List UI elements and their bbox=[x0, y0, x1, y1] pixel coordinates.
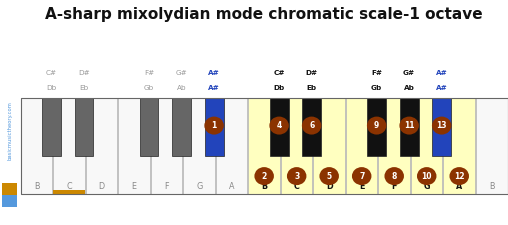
Text: 7: 7 bbox=[359, 172, 364, 181]
Text: Eb: Eb bbox=[79, 85, 89, 91]
Circle shape bbox=[432, 117, 452, 135]
Bar bbox=[53, 190, 85, 194]
Bar bbox=[476, 97, 507, 194]
Bar bbox=[411, 97, 442, 194]
Text: 12: 12 bbox=[454, 172, 464, 181]
Text: D#: D# bbox=[78, 70, 90, 76]
Text: G: G bbox=[196, 182, 202, 191]
Text: Ab: Ab bbox=[177, 85, 186, 91]
Bar bbox=[205, 97, 224, 156]
Bar bbox=[3, 195, 17, 207]
Text: B: B bbox=[489, 182, 494, 191]
Text: G#: G# bbox=[403, 70, 415, 76]
Text: C#: C# bbox=[273, 70, 285, 76]
Circle shape bbox=[287, 167, 306, 185]
Text: Eb: Eb bbox=[306, 85, 316, 91]
Text: 8: 8 bbox=[392, 172, 397, 181]
Circle shape bbox=[399, 117, 419, 135]
Text: 1: 1 bbox=[211, 121, 217, 130]
Bar bbox=[140, 97, 158, 156]
Text: 4: 4 bbox=[276, 121, 282, 130]
Text: A: A bbox=[229, 182, 234, 191]
Circle shape bbox=[269, 117, 289, 135]
Text: 11: 11 bbox=[404, 121, 415, 130]
Text: 2: 2 bbox=[262, 172, 267, 181]
Bar bbox=[367, 97, 386, 156]
Text: Db: Db bbox=[273, 85, 285, 91]
Bar bbox=[400, 97, 419, 156]
Text: C: C bbox=[66, 182, 72, 191]
Bar bbox=[151, 97, 182, 194]
Bar bbox=[183, 97, 215, 194]
Text: F: F bbox=[165, 182, 169, 191]
Text: A#: A# bbox=[208, 70, 220, 76]
Bar bbox=[3, 183, 17, 195]
Text: G: G bbox=[424, 182, 430, 191]
Text: F#: F# bbox=[144, 70, 154, 76]
Text: G#: G# bbox=[176, 70, 187, 76]
Text: 9: 9 bbox=[374, 121, 379, 130]
Text: D: D bbox=[99, 182, 105, 191]
Bar bbox=[21, 97, 507, 194]
Text: E: E bbox=[132, 182, 137, 191]
Text: 13: 13 bbox=[436, 121, 447, 130]
Bar bbox=[53, 97, 85, 194]
Text: A#: A# bbox=[436, 70, 448, 76]
Circle shape bbox=[320, 167, 339, 185]
Bar bbox=[443, 97, 475, 194]
Circle shape bbox=[450, 167, 469, 185]
Text: Gb: Gb bbox=[144, 85, 154, 91]
Bar bbox=[346, 97, 377, 194]
Text: C: C bbox=[294, 182, 300, 191]
Text: B: B bbox=[261, 182, 267, 191]
Bar bbox=[432, 97, 451, 156]
Text: Ab: Ab bbox=[404, 85, 415, 91]
Circle shape bbox=[204, 117, 224, 135]
Text: C#: C# bbox=[46, 70, 57, 76]
Bar bbox=[281, 97, 312, 194]
Text: Gb: Gb bbox=[371, 85, 383, 91]
Text: A#: A# bbox=[436, 85, 448, 91]
Text: B: B bbox=[34, 182, 39, 191]
Text: 3: 3 bbox=[294, 172, 299, 181]
Text: E: E bbox=[359, 182, 364, 191]
Text: A#: A# bbox=[208, 85, 220, 91]
Text: 5: 5 bbox=[327, 172, 332, 181]
Bar bbox=[302, 97, 321, 156]
Text: D#: D# bbox=[306, 70, 318, 76]
Bar bbox=[248, 97, 280, 194]
Text: basicmusictheory.com: basicmusictheory.com bbox=[7, 101, 12, 160]
Bar bbox=[216, 97, 247, 194]
Bar bbox=[86, 97, 117, 194]
Text: D: D bbox=[326, 182, 333, 191]
Circle shape bbox=[417, 167, 436, 185]
Circle shape bbox=[302, 117, 322, 135]
Bar bbox=[313, 97, 345, 194]
Text: A-sharp mixolydian mode chromatic scale-1 octave: A-sharp mixolydian mode chromatic scale-… bbox=[45, 7, 483, 22]
Circle shape bbox=[385, 167, 404, 185]
Text: Db: Db bbox=[46, 85, 57, 91]
Bar bbox=[118, 97, 150, 194]
Text: F: F bbox=[392, 182, 397, 191]
Bar bbox=[75, 97, 93, 156]
Text: 10: 10 bbox=[422, 172, 432, 181]
Text: A: A bbox=[456, 182, 462, 191]
Circle shape bbox=[352, 167, 371, 185]
Bar bbox=[378, 97, 410, 194]
Circle shape bbox=[367, 117, 387, 135]
Circle shape bbox=[255, 167, 274, 185]
Bar bbox=[42, 97, 61, 156]
Text: 6: 6 bbox=[309, 121, 314, 130]
Bar bbox=[172, 97, 191, 156]
Text: F#: F# bbox=[371, 70, 382, 76]
Bar bbox=[270, 97, 289, 156]
Bar bbox=[21, 97, 52, 194]
